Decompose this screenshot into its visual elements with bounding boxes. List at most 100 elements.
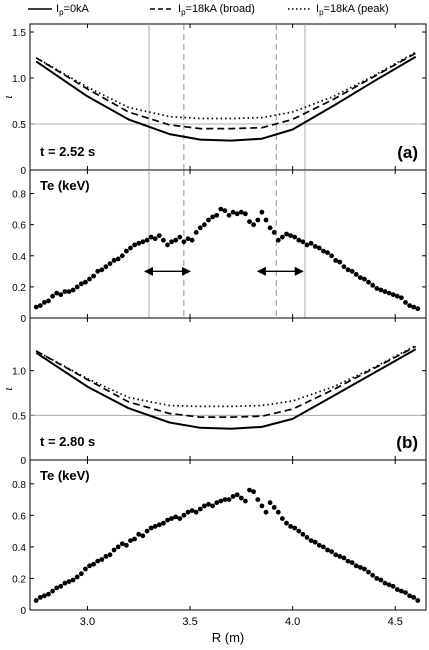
- data-point: [407, 303, 412, 308]
- data-point: [284, 231, 289, 237]
- data-point: [370, 282, 376, 288]
- data-point: [152, 524, 158, 529]
- data-point: [144, 237, 150, 243]
- data-point: [251, 222, 256, 228]
- data-point: [415, 306, 421, 312]
- data-point: [275, 237, 281, 243]
- data-point: [99, 267, 105, 273]
- y-tick-label: 0: [20, 456, 26, 467]
- x-tick-label: 4.0: [285, 616, 300, 628]
- data-point: [193, 509, 199, 515]
- legend-label-0: Ip=0kA: [56, 3, 89, 18]
- data-point: [399, 588, 404, 594]
- data-point: [267, 500, 273, 506]
- data-point: [87, 563, 92, 569]
- data-point: [46, 591, 51, 597]
- data-point: [103, 554, 109, 559]
- data-point: [87, 276, 92, 282]
- data-point: [124, 248, 129, 254]
- y-tick-label: 0.2: [12, 574, 26, 585]
- data-point: [132, 242, 138, 248]
- data-point: [66, 289, 72, 294]
- data-point: [353, 272, 359, 277]
- y-tick-label: 0.6: [12, 511, 26, 522]
- y-tick-label: 1.5: [12, 28, 26, 39]
- data-point: [321, 248, 326, 254]
- data-point: [91, 561, 96, 567]
- data-point: [161, 237, 166, 243]
- panel-tag: (b): [396, 433, 418, 452]
- data-point: [247, 219, 252, 225]
- data-point: [156, 522, 162, 528]
- data-point: [280, 516, 285, 521]
- panel-annotation: Te (keV): [40, 178, 90, 193]
- data-point: [197, 225, 203, 231]
- data-point: [390, 292, 396, 298]
- data-point: [374, 576, 380, 581]
- data-point: [165, 242, 170, 248]
- data-point: [210, 503, 216, 509]
- data-point: [119, 253, 125, 259]
- data-point: [353, 563, 359, 569]
- y-tick-label: 0.8: [12, 480, 26, 491]
- series-line-dashed: [35, 52, 417, 130]
- data-point: [292, 525, 298, 531]
- data-point: [169, 239, 175, 245]
- data-point: [259, 209, 265, 215]
- data-point: [300, 531, 306, 537]
- data-point: [243, 498, 248, 504]
- data-point: [54, 290, 60, 296]
- data-point: [140, 239, 146, 245]
- data-point: [222, 208, 228, 214]
- data-point: [288, 524, 293, 529]
- data-point: [255, 217, 261, 223]
- y-tick-label: 0.5: [12, 120, 26, 131]
- data-point: [230, 494, 236, 499]
- data-point: [74, 574, 80, 580]
- data-point: [83, 279, 88, 285]
- data-point: [66, 579, 72, 584]
- series-line-solid: [35, 348, 417, 430]
- data-point: [54, 585, 60, 591]
- data-point: [284, 520, 289, 526]
- data-point: [152, 236, 158, 242]
- data-point: [316, 542, 322, 548]
- data-point: [33, 304, 39, 310]
- panel-tag: (a): [397, 143, 418, 162]
- data-point: [325, 250, 330, 256]
- data-point: [74, 284, 80, 290]
- data-point: [337, 554, 343, 559]
- data-point: [42, 593, 47, 599]
- data-point: [202, 503, 207, 509]
- data-point: [308, 538, 314, 543]
- data-point: [136, 240, 142, 246]
- data-point: [111, 547, 117, 553]
- y-tick-label: 0.4: [12, 543, 26, 554]
- data-point: [37, 595, 43, 600]
- data-point: [337, 259, 343, 265]
- data-point: [243, 211, 248, 217]
- data-point: [128, 245, 133, 251]
- data-point: [206, 501, 211, 507]
- panel-3: 0 0.2 0.4 0.6 0.8 Te (keV): [12, 459, 427, 617]
- x-tick-label: 3.5: [182, 616, 197, 628]
- data-point: [78, 571, 84, 577]
- panel-1: 0 0.2 0.4 0.6 0.8 Te (keV): [12, 169, 427, 325]
- data-point: [58, 583, 64, 589]
- y-tick-label: 1.0: [12, 367, 26, 378]
- panel-annotation: t = 2.80 s: [40, 434, 95, 449]
- data-point: [115, 544, 121, 550]
- data-point: [333, 258, 339, 263]
- data-point: [366, 569, 371, 575]
- y-tick-label: 0.8: [12, 190, 26, 201]
- data-point: [349, 268, 355, 274]
- data-point: [62, 289, 68, 294]
- data-point: [115, 256, 121, 262]
- data-point: [62, 580, 68, 586]
- data-point: [33, 598, 39, 603]
- y-tick-label: 0: [20, 314, 26, 325]
- data-point: [140, 533, 146, 539]
- data-point: [173, 237, 179, 243]
- data-point: [399, 295, 404, 301]
